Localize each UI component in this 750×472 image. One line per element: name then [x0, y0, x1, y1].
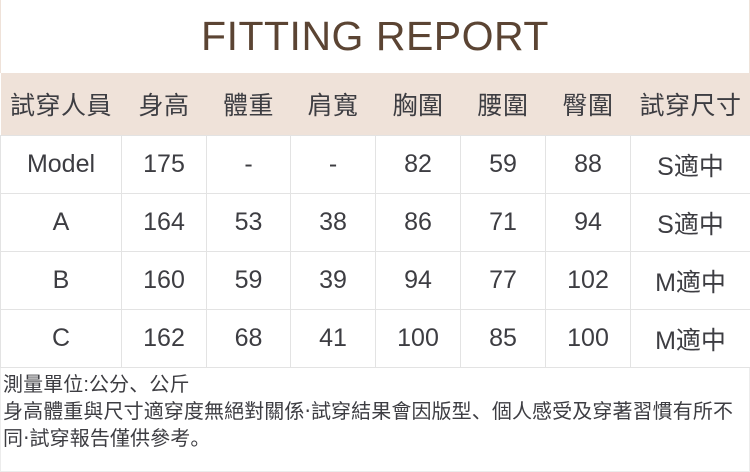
- cell-waist: 77: [460, 251, 546, 310]
- column-header-shoulder: 肩寬: [290, 73, 376, 136]
- cell-size: M適中: [630, 251, 750, 310]
- cell-bust: 94: [375, 251, 461, 310]
- cell-bust: 100: [375, 309, 461, 368]
- cell-person: C: [0, 309, 122, 368]
- cell-height: 175: [121, 135, 207, 194]
- cell-shoulder: 38: [290, 193, 376, 252]
- cell-weight: 68: [206, 309, 291, 368]
- cell-hip: 94: [545, 193, 631, 252]
- cell-height: 160: [121, 251, 207, 310]
- column-header-waist: 腰圍: [460, 73, 546, 136]
- page-title: FITTING REPORT: [201, 13, 549, 59]
- cell-person: A: [0, 193, 122, 252]
- report-title-bar: FITTING REPORT: [0, 0, 750, 73]
- report-notes: 測量單位:公分、公斤 身高體重與尺寸適穿度無絕對關係‧試穿結果會因版型、個人感受…: [0, 368, 750, 472]
- column-header-bust: 胸圍: [375, 73, 461, 136]
- cell-height: 162: [121, 309, 207, 368]
- cell-waist: 59: [460, 135, 546, 194]
- cell-size: S適中: [630, 135, 750, 194]
- cell-hip: 100: [545, 309, 631, 368]
- table-row: A 164 53 38 86 71 94 S適中: [0, 193, 750, 252]
- column-header-person: 試穿人員: [0, 73, 122, 136]
- table-header: 試穿人員 身高 體重 肩寬 胸圍 腰圍 臀圍 試穿尺寸: [0, 73, 750, 136]
- cell-weight: 59: [206, 251, 291, 310]
- cell-shoulder: 41: [290, 309, 376, 368]
- cell-person: B: [0, 251, 122, 310]
- cell-weight: -: [206, 135, 291, 194]
- cell-size: S適中: [630, 193, 750, 252]
- table-header-row: 試穿人員 身高 體重 肩寬 胸圍 腰圍 臀圍 試穿尺寸: [0, 73, 750, 136]
- cell-shoulder: 39: [290, 251, 376, 310]
- column-header-hip: 臀圍: [545, 73, 631, 136]
- column-header-size: 試穿尺寸: [630, 73, 750, 136]
- cell-bust: 82: [375, 135, 461, 194]
- cell-height: 164: [121, 193, 207, 252]
- cell-hip: 88: [545, 135, 631, 194]
- cell-waist: 71: [460, 193, 546, 252]
- cell-shoulder: -: [290, 135, 376, 194]
- table-row: Model 175 - - 82 59 88 S適中: [0, 135, 750, 194]
- cell-size: M適中: [630, 309, 750, 368]
- table-body: Model 175 - - 82 59 88 S適中 A 164 53 38 8…: [0, 135, 750, 368]
- column-header-weight: 體重: [206, 73, 291, 136]
- note-disclaimer: 身高體重與尺寸適穿度無絕對關係‧試穿結果會因版型、個人感受及穿著習慣有所不同‧試…: [3, 401, 734, 450]
- cell-hip: 102: [545, 251, 631, 310]
- cell-waist: 85: [460, 309, 546, 368]
- note-measurement-unit: 測量單位:公分、公斤: [3, 374, 190, 396]
- cell-weight: 53: [206, 193, 291, 252]
- column-header-height: 身高: [121, 73, 207, 136]
- table-row: B 160 59 39 94 77 102 M適中: [0, 251, 750, 310]
- cell-person: Model: [0, 135, 122, 194]
- cell-bust: 86: [375, 193, 461, 252]
- fitting-measurements-table: 試穿人員 身高 體重 肩寬 胸圍 腰圍 臀圍 試穿尺寸 Model 175 - …: [0, 73, 750, 368]
- table-row: C 162 68 41 100 85 100 M適中: [0, 309, 750, 368]
